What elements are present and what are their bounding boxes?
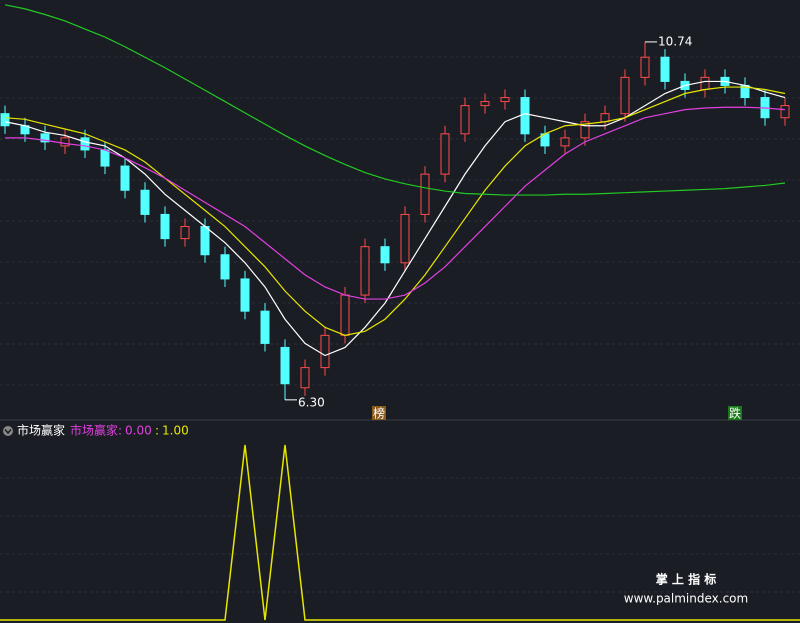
candle-body [500,97,510,103]
candle-body [640,56,650,78]
candle-body [0,113,10,127]
candle-body [160,213,170,240]
annotation: 跌 [729,406,741,421]
candle-body [560,137,570,147]
moving-average [4,80,786,357]
candle-body [40,133,50,143]
grid [0,56,800,593]
candle-body [580,121,590,139]
candle-body [260,310,270,344]
indicator-legend: 市场赢家: [70,423,122,438]
candle-body [660,56,670,82]
indicator-line [0,444,800,621]
candle-body [220,254,230,280]
moving-average [5,106,786,300]
indicator-value: 1.00 [162,424,189,438]
annotation: 榜 [373,406,385,421]
candle-body [440,133,450,175]
candle-body [420,173,430,215]
candle-body [480,101,490,107]
candle-body [120,165,130,191]
candle-body [780,105,790,119]
watermark-url: www.palmindex.com [624,592,748,606]
moving-average [4,86,786,336]
candle-body [140,189,150,215]
candle-body [80,137,90,151]
candle-body [280,346,290,385]
watermark-title: 掌 上 指 标 [656,572,717,587]
annotation-badge [728,406,742,420]
candle-body [180,226,190,240]
candle-body [700,76,710,90]
candle-body [60,137,70,147]
candle-body [320,334,330,369]
candle-body [200,226,210,256]
candle-body [400,213,410,264]
indicator-value: 0.00 [125,424,152,438]
candle-body [620,76,630,115]
candle-body [360,246,370,296]
candle-body [100,149,110,167]
candle-body [300,367,310,389]
annotation-badge [372,406,386,420]
panel-icon-arrow [4,429,12,435]
candle-body [520,97,530,135]
low-label: 6.30 [298,395,325,409]
panel-icon [3,426,13,436]
candle-body [600,113,610,123]
candle-body [380,246,390,264]
candle-body [460,105,470,135]
candle-body [340,294,350,336]
moving-average [4,4,786,196]
candle-body [240,278,250,312]
high-label: 10.74 [658,34,692,48]
indicator-title: 市场赢家 [17,423,65,438]
indicator-separator: : [155,424,159,438]
